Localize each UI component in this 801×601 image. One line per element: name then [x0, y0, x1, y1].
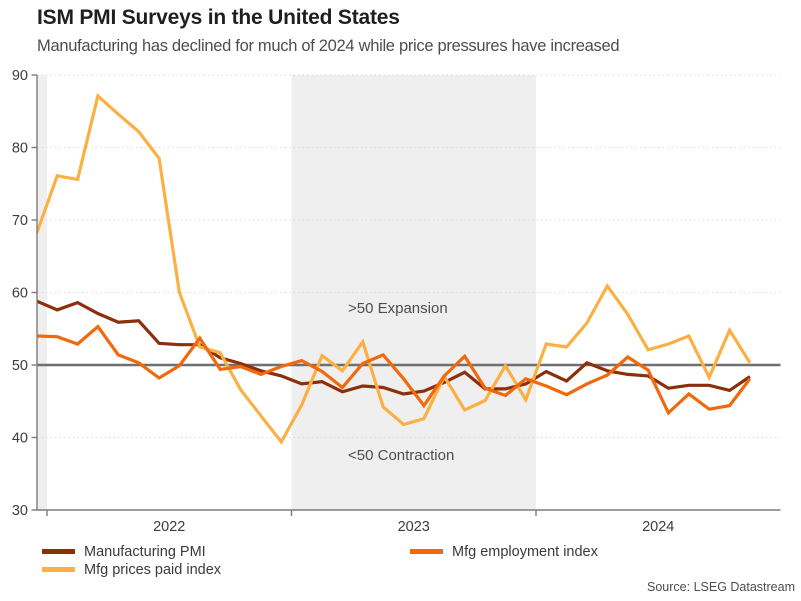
source-attribution: Source: LSEG Datastream [647, 580, 795, 594]
chart-legend: Manufacturing PMI Mfg employment index M… [42, 543, 598, 578]
y-tick-label: 80 [12, 141, 28, 157]
series-line-manufacturing-pmi [36, 299, 751, 396]
y-tick-label: 30 [12, 503, 28, 519]
page-title: ISM PMI Surveys in the United States [37, 6, 400, 29]
line-swatch-icon [42, 549, 75, 554]
legend-label: Mfg prices paid index [84, 561, 222, 578]
y-tick-label: 60 [12, 286, 28, 302]
contraction-annotation: <50 Contraction [348, 447, 455, 464]
x-tick-label: 2022 [153, 519, 185, 535]
line-swatch-icon [42, 567, 75, 572]
legend-item-manufacturing-pmi: Manufacturing PMI [42, 543, 410, 560]
shaded-year-band [291, 75, 536, 510]
x-tick-label: 2024 [642, 519, 674, 535]
legend-label: Mfg employment index [452, 543, 598, 560]
legend-item-mfg-prices-paid: Mfg prices paid index [42, 561, 410, 578]
y-tick-label: 50 [12, 358, 28, 374]
x-tick-label: 2023 [398, 519, 430, 535]
series-line-mfg-employment-index [36, 324, 752, 416]
legend-label: Manufacturing PMI [84, 543, 206, 560]
expansion-annotation: >50 Expansion [348, 300, 448, 317]
y-tick-label: 90 [12, 68, 28, 84]
y-tick-label: 70 [12, 213, 28, 229]
chart-subtitle: Manufacturing has declined for much of 2… [37, 37, 620, 55]
series-line-mfg-prices-paid-index [36, 93, 752, 445]
y-tick-label: 40 [12, 431, 28, 447]
line-swatch-icon [410, 549, 443, 554]
legend-item-mfg-employment: Mfg employment index [410, 543, 598, 560]
